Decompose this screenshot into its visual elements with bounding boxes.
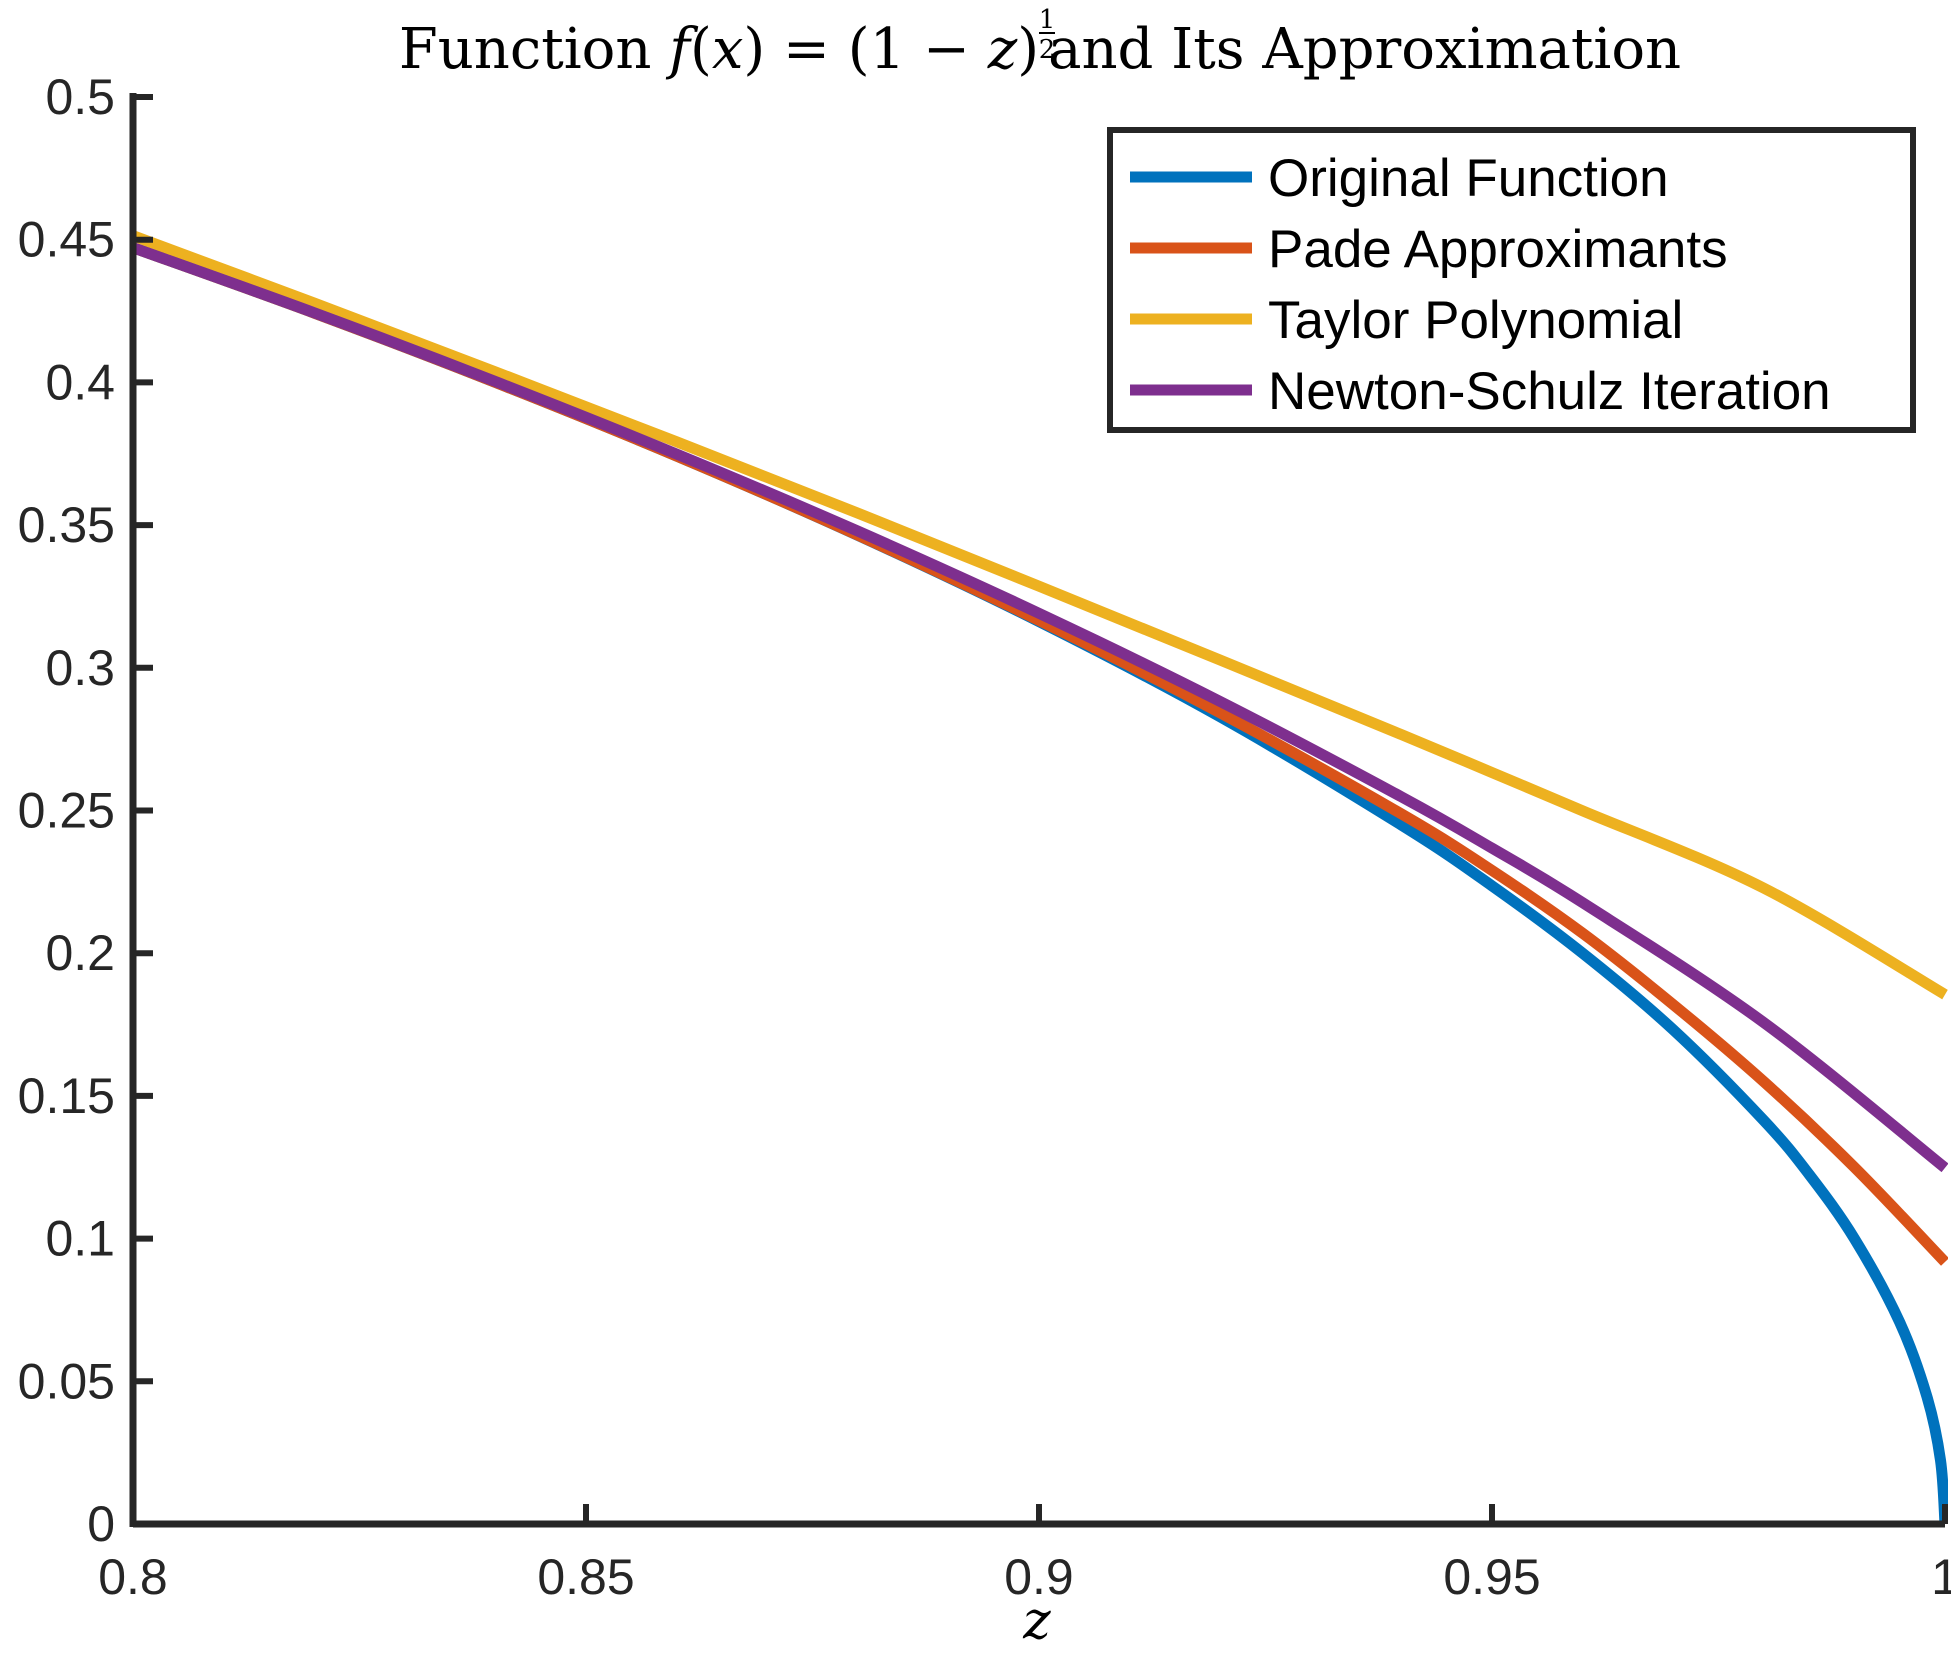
title-exponent-fraction: 1 2 [1039,5,1056,65]
y-tick-label: 0.35 [18,497,115,553]
title-prefix: Function [399,17,669,82]
series-line-taylor-polynomial [131,230,1948,1000]
series-line-original-function [131,242,1948,1525]
legend-label: Taylor Polynomial [1268,291,1683,350]
y-tick-label: 0 [87,1496,115,1552]
title-z: z [987,17,1018,82]
chart-title: Function f(x) = (1 − z) and Its Approxim… [399,16,1681,82]
legend-items: Original Function Pade Approximants Taylor… [1130,149,1831,421]
y-tick-label: 0.2 [45,925,115,981]
y-tick-label: 0.15 [18,1068,115,1124]
legend-label: Original Function [1268,149,1669,208]
y-tick-label: 0.05 [18,1353,115,1409]
x-tick-label: 0.9 [1004,1549,1074,1605]
legend: Original Function Pade Approximants Taylor… [1107,127,1916,433]
title-arg-open: ( [690,17,712,82]
x-axis-label: z [1022,1591,1051,1651]
y-ticks: 0 0.05 0.1 0.15 0.2 0.25 0.3 0.35 0.4 0.45 0.5 [18,69,153,1552]
x-tick-label: 0.85 [537,1549,634,1605]
title-close: ) [1017,17,1039,82]
title-mid: ) = (1 − [743,17,987,82]
series-line-newton-schulz-iteration [131,242,1948,1173]
legend-label: Newton-Schulz Iteration [1268,362,1831,421]
y-tick-label: 0.3 [45,640,115,696]
x-tick-label: 1 [1931,1549,1951,1605]
x-ticks: 0.8 0.85 0.9 0.95 1 [98,1504,1951,1605]
legend-label: Pade Approximants [1268,220,1728,279]
y-tick-label: 0.4 [45,354,115,410]
title-suffix: and Its Approximation [1048,17,1681,82]
title-exponent-numerator: 1 [1039,5,1056,35]
x-tick-label: 0.8 [98,1549,168,1605]
y-tick-label: 0.1 [45,1211,115,1267]
y-tick-label: 0.5 [45,69,115,125]
series-lines [131,230,1948,1525]
legend-box [1107,127,1916,433]
y-tick-label: 0.25 [18,783,115,839]
title-x: x [712,17,744,82]
title-exponent-denominator: 2 [1039,35,1056,65]
x-tick-label: 0.95 [1443,1549,1540,1605]
y-tick-label: 0.45 [18,212,115,268]
